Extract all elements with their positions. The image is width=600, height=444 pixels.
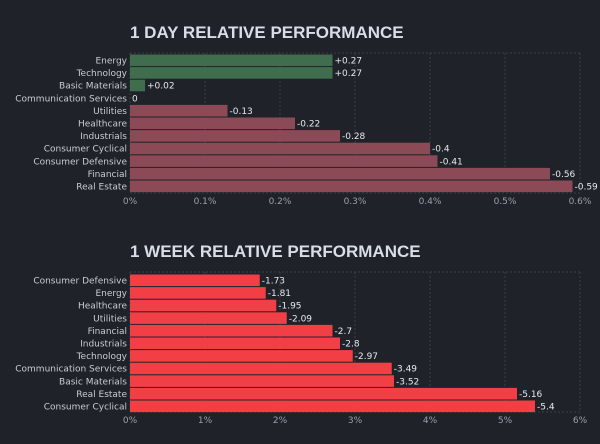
day-value-label: +0.27 xyxy=(335,69,363,79)
day-category-label: Utilities xyxy=(93,107,127,117)
day-value-label: +0.02 xyxy=(147,82,175,92)
week-bar xyxy=(130,324,333,337)
day-category-label: Energy xyxy=(95,57,127,67)
day-x-tick-label: 0.6% xyxy=(569,197,592,207)
day-bar xyxy=(130,155,438,167)
week-value-label: -2.97 xyxy=(355,352,378,362)
week-x-tick-label: 6% xyxy=(573,416,588,426)
week-category-label: Healthcare xyxy=(78,302,128,312)
day-x-tick-label: 0% xyxy=(123,197,138,207)
day-value-label: -0.13 xyxy=(230,107,253,117)
week-x-tick-label: 4% xyxy=(423,416,438,426)
week-category-label: Technology xyxy=(76,352,128,362)
day-category-label: Communication Services xyxy=(15,94,127,104)
chart-title-week: 1 WEEK RELATIVE PERFORMANCE xyxy=(130,242,421,261)
week-category-label: Consumer Cyclical xyxy=(44,403,127,413)
week-value-label: -5.16 xyxy=(519,390,543,400)
week-category-label: Utilities xyxy=(93,314,127,324)
day-performance-panel: 0% 0.1% 0.2% 0.3% 0.4% 0.5% 0.6% Energy +0.27 Tec… xyxy=(15,54,599,207)
week-bar xyxy=(130,375,394,387)
week-bar xyxy=(130,350,353,362)
week-category-label: Financial xyxy=(88,327,127,337)
week-value-label: -1.95 xyxy=(278,302,301,312)
week-category-label: Communication Services xyxy=(15,365,127,375)
day-bar xyxy=(130,54,333,67)
day-value-label: -0.4 xyxy=(432,145,450,155)
day-bar xyxy=(130,130,340,142)
week-bar xyxy=(130,299,277,312)
week-performance-panel: 0% 1% 2% 3% 4% 5% 6% Consumer Defensive -1.73 Ene… xyxy=(15,274,588,426)
day-bar xyxy=(130,67,333,79)
day-x-tick-label: 0.2% xyxy=(269,197,292,207)
week-category-label: Energy xyxy=(95,289,127,299)
week-value-label: -1.81 xyxy=(268,289,291,299)
week-value-label: -2.7 xyxy=(335,327,353,337)
week-category-label: Consumer Defensive xyxy=(33,277,127,287)
day-category-label: Industrials xyxy=(80,132,127,142)
day-x-tick-label: 0.4% xyxy=(419,197,442,207)
week-bar xyxy=(130,337,340,350)
day-x-tick-label: 0.1% xyxy=(194,197,217,207)
chart-title-day: 1 DAY RELATIVE PERFORMANCE xyxy=(130,23,404,42)
week-bar xyxy=(130,400,535,413)
day-category-label: Healthcare xyxy=(78,120,128,130)
week-value-label: -5.4 xyxy=(537,403,555,413)
week-bar xyxy=(130,274,260,287)
day-category-label: Consumer Cyclical xyxy=(44,145,127,155)
week-bar xyxy=(130,287,266,299)
week-category-label: Basic Materials xyxy=(59,377,127,387)
week-value-label: -2.09 xyxy=(289,314,313,324)
week-bar xyxy=(130,362,392,375)
day-category-label: Financial xyxy=(88,170,127,180)
day-category-label: Basic Materials xyxy=(59,82,127,92)
week-x-tick-label: 5% xyxy=(498,416,513,426)
week-value-label: -2.8 xyxy=(342,340,360,350)
week-x-tick-label: 2% xyxy=(273,416,288,426)
week-category-label: Real Estate xyxy=(76,390,127,400)
week-category-label: Industrials xyxy=(80,340,127,350)
day-bar xyxy=(130,142,430,155)
day-category-label: Consumer Defensive xyxy=(33,157,127,167)
day-value-label: -0.41 xyxy=(440,157,463,167)
day-value-label: -0.28 xyxy=(342,132,366,142)
week-value-label: -3.52 xyxy=(396,377,419,387)
week-value-label: -3.49 xyxy=(394,365,418,375)
day-bar xyxy=(130,79,145,92)
day-bar xyxy=(130,117,295,130)
day-bar xyxy=(130,180,573,193)
day-value-label: -0.22 xyxy=(297,120,320,130)
day-value-label: 0 xyxy=(132,94,138,104)
day-category-label: Real Estate xyxy=(76,183,127,193)
day-x-tick-label: 0.5% xyxy=(494,197,517,207)
day-category-label: Technology xyxy=(76,69,128,79)
day-x-tick-label: 0.3% xyxy=(344,197,367,207)
week-x-tick-label: 0% xyxy=(123,416,138,426)
week-value-label: -1.73 xyxy=(262,277,285,287)
day-bar xyxy=(130,104,228,117)
day-bar xyxy=(130,167,550,180)
day-value-label: +0.27 xyxy=(335,57,363,67)
week-x-tick-label: 1% xyxy=(198,416,213,426)
week-x-tick-label: 3% xyxy=(348,416,363,426)
week-bar xyxy=(130,312,287,324)
day-value-label: -0.59 xyxy=(575,183,599,193)
week-bar xyxy=(130,387,517,400)
day-value-label: -0.56 xyxy=(552,170,576,180)
